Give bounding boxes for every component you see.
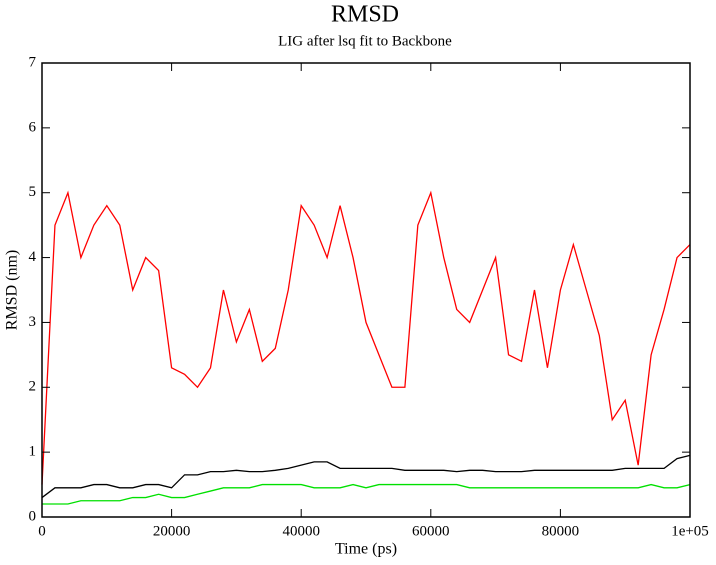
y-tick-label: 3 bbox=[29, 314, 37, 330]
y-axis-label: RMSD (nm) bbox=[4, 250, 21, 330]
x-tick-label: 40000 bbox=[282, 523, 320, 539]
y-tick-label: 4 bbox=[29, 249, 37, 265]
x-tick-label: 1e+05 bbox=[671, 523, 709, 539]
x-tick-label: 0 bbox=[38, 523, 46, 539]
chart-title: RMSD bbox=[331, 2, 399, 28]
x-tick-label: 20000 bbox=[153, 523, 191, 539]
y-tick-label: 1 bbox=[29, 444, 37, 460]
data-line bbox=[41, 454, 691, 499]
plot-frame bbox=[41, 62, 691, 518]
x-tick-label: 60000 bbox=[412, 523, 450, 539]
y-tick-label: 5 bbox=[29, 184, 37, 200]
y-tick-label: 2 bbox=[29, 379, 37, 395]
x-tick-label: 80000 bbox=[542, 523, 580, 539]
data-line bbox=[41, 190, 691, 485]
y-tick-label: 6 bbox=[29, 119, 37, 135]
x-axis-label: Time (ps) bbox=[335, 541, 397, 558]
y-tick-label: 7 bbox=[29, 54, 37, 70]
y-tick-label: 0 bbox=[29, 508, 37, 524]
chart-subtitle: LIG after lsq fit to Backbone bbox=[278, 33, 452, 49]
data-line bbox=[42, 483, 691, 505]
